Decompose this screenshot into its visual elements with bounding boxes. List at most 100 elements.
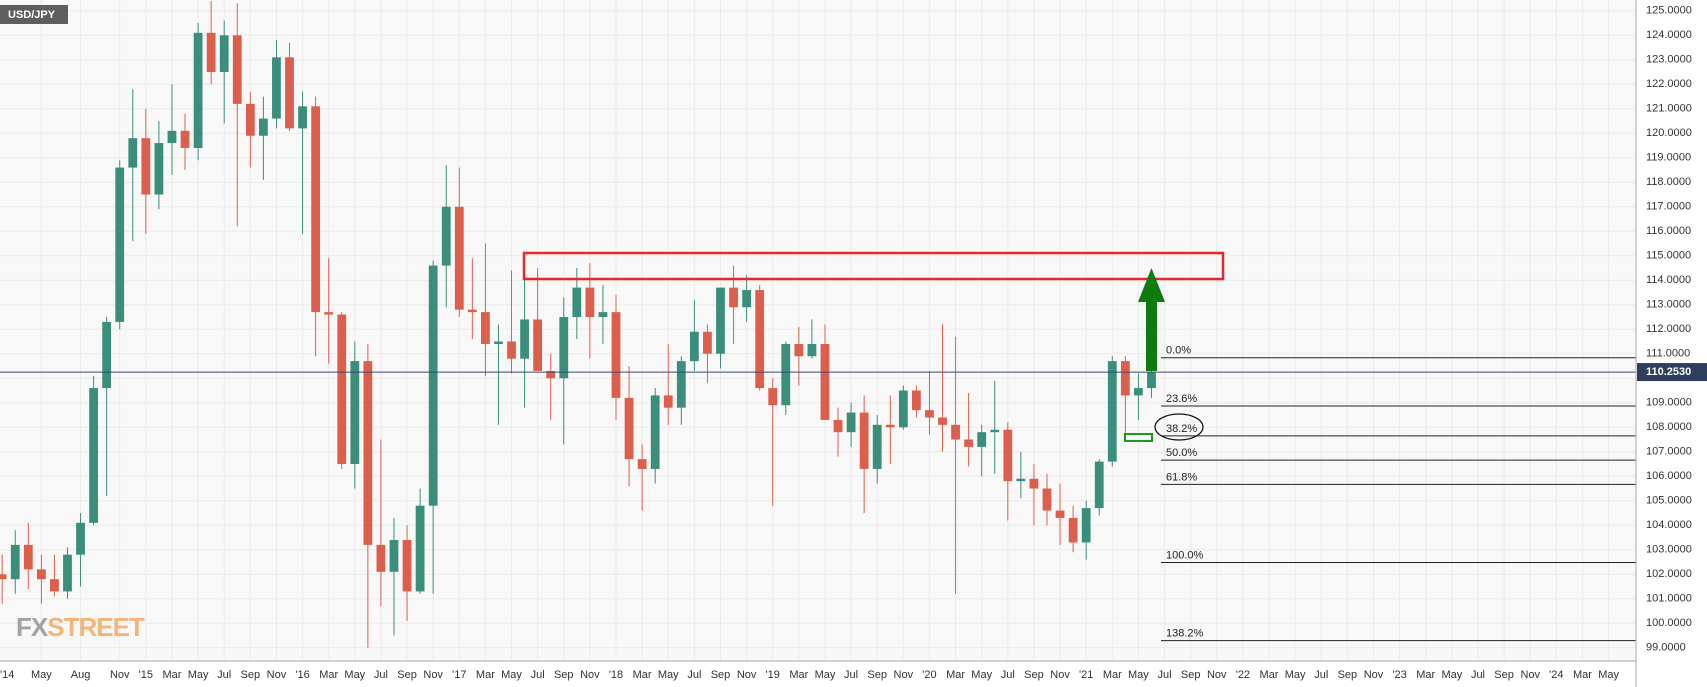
- plot-background: [0, 0, 1636, 661]
- candle-body: [154, 143, 164, 195]
- watermark: FXSTREET: [16, 612, 145, 642]
- time-axis: [0, 661, 1636, 687]
- fib-label: 100.0%: [1166, 550, 1204, 562]
- fib-label: 50.0%: [1166, 447, 1197, 459]
- candle-body: [298, 106, 307, 129]
- x-tick-label: Mar: [946, 669, 965, 681]
- current-price-label: 110.2530: [1646, 366, 1691, 378]
- y-tick-label: 113.0000: [1646, 299, 1691, 311]
- candle-body: [729, 287, 738, 308]
- candle-body: [1029, 478, 1039, 489]
- y-tick-label: 116.0000: [1646, 225, 1691, 237]
- candle-body: [663, 395, 673, 408]
- x-tick-label: '21: [1079, 669, 1093, 681]
- y-tick-label: 102.0000: [1646, 568, 1692, 580]
- candle-body: [1147, 372, 1156, 389]
- y-tick-label: 125.0000: [1646, 5, 1692, 17]
- candle-body: [415, 505, 425, 592]
- candle-body: [977, 432, 987, 447]
- x-tick-label: Mar: [789, 669, 808, 681]
- candle-body: [624, 397, 634, 460]
- symbol-box: [0, 5, 68, 24]
- x-tick-label: May: [1598, 669, 1619, 681]
- y-tick-label: 117.0000: [1646, 201, 1691, 213]
- x-tick-label: Jul: [1001, 669, 1015, 681]
- x-tick-label: Mar: [162, 669, 181, 681]
- candles: [0, 0, 1156, 648]
- watermark-fx: FX: [16, 612, 49, 642]
- x-tick-label: Sep: [241, 669, 261, 681]
- candle-body: [1081, 508, 1091, 543]
- symbol: USD/JPY: [8, 9, 56, 21]
- candle-body: [167, 130, 177, 144]
- x-tick-label: Nov: [110, 669, 130, 681]
- y-tick-label: 104.0000: [1646, 519, 1692, 531]
- x-tick-label: Nov: [580, 669, 600, 681]
- candle-body: [376, 544, 386, 572]
- candle-body: [454, 206, 464, 310]
- y-tick-label: 106.0000: [1646, 470, 1692, 482]
- y-tick-label: 118.0000: [1646, 176, 1691, 188]
- x-tick-label: Jul: [1471, 669, 1485, 681]
- x-tick-label: May: [31, 669, 52, 681]
- candle-body: [1094, 461, 1104, 509]
- candle-body: [1042, 488, 1052, 511]
- fib-label: 23.6%: [1166, 393, 1197, 405]
- candle-body: [337, 314, 347, 465]
- x-tick-label: Jul: [531, 669, 545, 681]
- x-tick-label: '19: [766, 669, 780, 681]
- candle-body: [10, 544, 20, 580]
- x-tick-label: Mar: [1103, 669, 1122, 681]
- x-tick-label: Nov: [894, 669, 914, 681]
- candle-body: [703, 331, 712, 354]
- candle-body: [219, 35, 229, 73]
- candle-body: [911, 390, 921, 411]
- x-tick-label: Jul: [687, 669, 701, 681]
- x-tick-label: May: [658, 669, 679, 681]
- candle-body: [76, 522, 85, 555]
- y-tick-label: 121.0000: [1646, 103, 1692, 115]
- x-tick-label: May: [1128, 669, 1149, 681]
- y-tick-label: 114.0000: [1646, 274, 1691, 286]
- candle-body: [23, 544, 33, 570]
- candle-body: [807, 343, 817, 357]
- candle-body: [428, 265, 438, 506]
- fib-label: 61.8%: [1166, 471, 1197, 483]
- x-tick-label: Mar: [1416, 669, 1435, 681]
- x-tick-label: Jul: [1314, 669, 1328, 681]
- candle-body: [245, 103, 255, 136]
- candle-body: [611, 312, 621, 398]
- candle-body: [742, 290, 752, 308]
- x-tick-label: Sep: [867, 669, 887, 681]
- y-tick-label: 103.0000: [1646, 544, 1692, 556]
- candle-body: [768, 388, 778, 406]
- candle-body: [898, 390, 908, 428]
- x-tick-label: '18: [609, 669, 623, 681]
- candle-body: [402, 539, 412, 592]
- candle-body: [964, 439, 974, 447]
- x-tick-label: May: [344, 669, 365, 681]
- candle-body: [494, 341, 503, 344]
- x-tick-label: Nov: [1207, 669, 1227, 681]
- x-tick-label: Sep: [554, 669, 574, 681]
- grid: [0, 0, 1636, 661]
- y-tick-label: 111.0000: [1646, 348, 1690, 360]
- y-tick-label: 99.0000: [1646, 642, 1686, 654]
- y-tick-label: 101.0000: [1646, 593, 1692, 605]
- candle-body: [572, 287, 582, 318]
- y-tick-label: 105.0000: [1646, 495, 1692, 507]
- candle-body: [872, 424, 882, 469]
- candle-body: [716, 287, 725, 354]
- x-tick-label: May: [1441, 669, 1462, 681]
- x-tick-label: May: [971, 669, 992, 681]
- candle-body: [232, 35, 242, 104]
- candle-body: [1016, 478, 1026, 482]
- candle-body: [650, 395, 660, 469]
- candle-body: [389, 539, 399, 572]
- candle-body: [637, 459, 647, 469]
- candle-body: [925, 410, 934, 418]
- current-price-box: [1637, 363, 1707, 382]
- candle-body: [272, 57, 281, 119]
- x-tick-label: Nov: [423, 669, 443, 681]
- candle-body: [350, 361, 360, 465]
